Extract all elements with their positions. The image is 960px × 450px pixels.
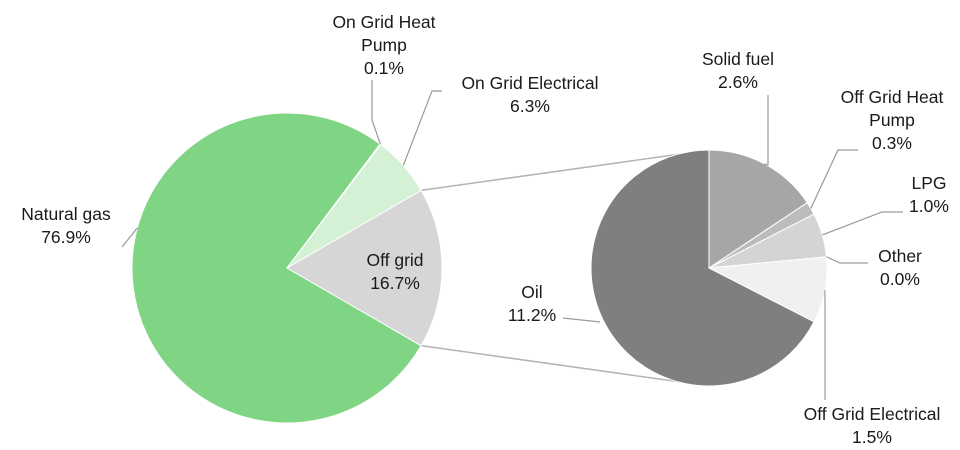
label-lpg-name: LPG	[911, 173, 946, 193]
leader-on-grid-heat-pump	[371, 80, 382, 145]
breakdown-pie	[590, 149, 828, 387]
label-off-grid-electrical-value: 1.5%	[852, 427, 892, 447]
label-off-grid-name: Off grid	[366, 250, 423, 270]
label-on-grid-heat-pump: On Grid Heat Pump 0.1%	[332, 12, 435, 78]
label-on-grid-electrical: On Grid Electrical 6.3%	[461, 73, 598, 116]
label-on-grid-heat-pump-value: 0.1%	[364, 58, 404, 78]
label-lpg: LPG 1.0%	[909, 173, 949, 216]
label-on-grid-heat-pump-name-1: On Grid Heat	[332, 12, 435, 32]
label-solid-fuel: Solid fuel 2.6%	[702, 49, 774, 92]
label-oil-value: 11.2%	[508, 305, 556, 325]
main-pie	[131, 112, 443, 424]
label-natural-gas: Natural gas 76.9%	[21, 204, 111, 247]
label-other: Other 0.0%	[878, 246, 922, 289]
leader-off-grid-heat-pump	[810, 149, 858, 209]
breakdown-slice-solid-fuel	[708, 149, 808, 269]
pie-slice-natural-gas	[131, 112, 422, 424]
label-natural-gas-value: 76.9%	[41, 227, 91, 247]
label-on-grid-heat-pump-name-2: Pump	[361, 35, 407, 55]
label-off-grid-heat-pump-name-2: Pump	[869, 110, 915, 130]
label-off-grid-electrical-name: Off Grid Electrical	[804, 404, 941, 424]
connector-line-bottom	[421, 344, 710, 387]
label-off-grid-value: 16.7%	[370, 273, 420, 293]
label-on-grid-electrical-value: 6.3%	[510, 96, 550, 116]
leader-natural-gas	[121, 227, 138, 248]
label-leader-lines	[121, 80, 903, 400]
label-lpg-value: 1.0%	[909, 196, 949, 216]
label-oil-name: Oil	[521, 282, 542, 302]
pie-slice-off-grid	[286, 189, 443, 347]
leader-solid-fuel	[764, 95, 769, 166]
label-oil: Oil 11.2%	[508, 282, 556, 325]
label-off-grid-heat-pump: Off Grid Heat Pump 0.3%	[841, 87, 944, 153]
label-solid-fuel-value: 2.6%	[718, 72, 758, 92]
pie-connector-lines	[421, 149, 710, 387]
connector-line-top	[421, 149, 710, 192]
label-other-name: Other	[878, 246, 922, 266]
label-off-grid-heat-pump-name-1: Off Grid Heat	[841, 87, 944, 107]
leader-other	[826, 256, 868, 264]
leader-on-grid-electrical	[402, 90, 442, 166]
label-off-grid-heat-pump-value: 0.3%	[872, 133, 912, 153]
leader-oil	[562, 317, 601, 323]
label-other-value: 0.0%	[880, 269, 920, 289]
breakdown-slice-oil	[590, 149, 815, 387]
label-solid-fuel-name: Solid fuel	[702, 49, 774, 69]
label-natural-gas-name: Natural gas	[21, 204, 111, 224]
label-off-grid: Off grid 16.7%	[366, 250, 423, 293]
leader-lpg	[822, 211, 903, 236]
label-on-grid-electrical-name: On Grid Electrical	[461, 73, 598, 93]
label-off-grid-electrical: Off Grid Electrical 1.5%	[804, 404, 941, 447]
